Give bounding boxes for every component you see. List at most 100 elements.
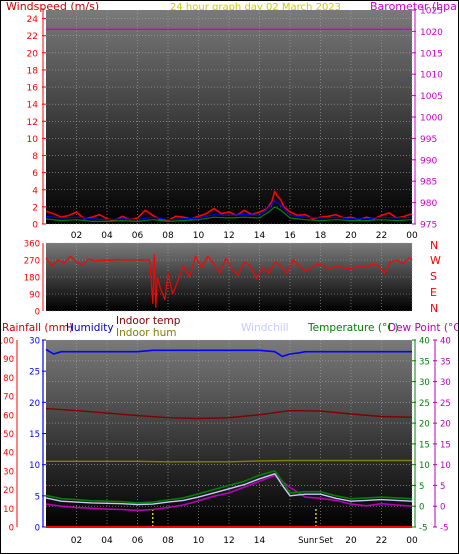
rainfall-tick-label: 70	[3, 393, 14, 403]
temperature-hour-label: 22	[376, 536, 387, 546]
barometer-axis-ticks: 1025 1020 1015 1010 1005 1000 995 990 985 980 975	[412, 7, 443, 231]
wind-hour-ticks: 02 04 06 08 10 12 14 16 18 20 22 00	[71, 231, 418, 241]
humidity-tick-label: 20	[29, 399, 40, 409]
wind-axis-title: Windspeed (m/s)	[6, 0, 99, 13]
rainfall-tick-label: 50	[3, 430, 14, 440]
wind-hour-label: 04	[101, 231, 113, 241]
barometer-tick-label: 975	[420, 221, 437, 231]
dewpoint-tick-label: 20	[440, 420, 451, 430]
wind-tick-label: 14	[27, 101, 39, 111]
wind-tick-label: 10	[27, 135, 39, 145]
humidity-tick-label: 30	[29, 337, 40, 347]
temperature-hour-label: 10	[193, 536, 205, 546]
humidity-line	[45, 348, 412, 358]
rainfall-tick-label: 30	[3, 467, 14, 477]
dewpoint-tick-label: -5	[440, 524, 448, 534]
direction-degree-ticks: 360 270 180 90 0	[24, 240, 44, 318]
wind-hour-label: 22	[376, 231, 387, 241]
temperature-hour-label: 00	[406, 536, 418, 546]
wind-hour-label: 12	[223, 231, 234, 241]
temperature-hour-label: 08	[162, 536, 174, 546]
temperature-tick-label: 0	[419, 503, 424, 513]
barometer-tick-label: 1005	[420, 92, 443, 102]
rainfall-tick-label: 90	[3, 355, 14, 365]
wind-hour-label: 00	[406, 231, 418, 241]
wind-hour-label: 02	[71, 231, 82, 241]
gust-line	[45, 206, 413, 222]
direction-tick-label: 270	[24, 257, 40, 267]
rainfall-tick-label: 0	[9, 524, 14, 534]
temperature-legend: Temperature (°C)	[307, 322, 399, 334]
barometer-axis-title: Barometer (hpa)	[370, 0, 459, 13]
dewpoint-axis-ticks: 40 35 30 25 20 15 10 5 0 -5	[433, 337, 451, 534]
compass-label: N	[430, 239, 438, 252]
humidity-tick-label: 0	[35, 524, 40, 534]
temperature-hour-label: 06	[132, 536, 144, 546]
barometer-tick-label: 1015	[420, 49, 443, 59]
barometer-tick-label: 1000	[420, 114, 443, 124]
wind-tick-label: 18	[27, 66, 39, 76]
compass-label: N	[430, 302, 438, 315]
barometer-tick-label: 985	[420, 178, 437, 188]
humidity-tick-label: 15	[29, 430, 40, 440]
temperature-tick-label: 15	[419, 440, 430, 450]
rainfall-tick-label: 100	[0, 337, 14, 347]
temperature-tick-label: 10	[419, 461, 430, 471]
indoor-temp-legend: Indoor temp	[116, 315, 181, 327]
temperature-tick-label: 20	[419, 420, 430, 430]
wind-tick-label: 24	[27, 15, 39, 25]
dewpoint-tick-label: 30	[440, 378, 451, 388]
temperature-grid	[46, 339, 413, 528]
humidity-legend: Humidity	[66, 322, 114, 334]
barometer-tick-label: 995	[420, 135, 437, 145]
rainfall-legend: Rainfall (mm)	[2, 322, 73, 334]
direction-tick-label: 90	[29, 291, 40, 301]
dewpoint-legend: Dew Point (°C)	[388, 322, 459, 334]
wind-tick-label: 22	[27, 32, 38, 42]
windchill-legend: Windchill	[241, 322, 289, 334]
dewpoint-tick-label: 35	[440, 357, 451, 367]
direction-series	[45, 253, 413, 308]
wind-tick-label: 20	[27, 49, 39, 59]
dewpoint-tick-label: 0	[440, 503, 445, 513]
wind-hour-label: 14	[254, 231, 266, 241]
sunrise-label: Sunr	[298, 536, 318, 546]
humidity-tick-label: 10	[29, 461, 40, 471]
temperature-hour-ticks: 02 04 06 08 10 12 14 20 22 00 Sunr Set	[71, 536, 418, 546]
direction-tick-label: 360	[24, 240, 40, 250]
temperature-line	[45, 470, 413, 504]
direction-tick-label: 0	[35, 308, 40, 318]
rainfall-tick-label: 60	[3, 411, 14, 421]
temperature-tick-label: 35	[419, 357, 430, 367]
temperature-hour-label: 04	[101, 536, 113, 546]
dewpoint-line	[45, 474, 413, 512]
barometer-tick-label: 1020	[420, 28, 443, 38]
wind-tick-label: 6	[32, 169, 38, 179]
wind-tick-label: 8	[32, 152, 38, 162]
average-wind-line	[45, 200, 413, 221]
wind-tick-label: 4	[32, 186, 38, 196]
temperature-tick-label: 25	[419, 399, 430, 409]
dewpoint-tick-label: 10	[440, 461, 451, 471]
wind-tick-label: 16	[27, 84, 39, 94]
graph-title: 24 hour graph day 02 March 2023	[170, 2, 341, 13]
humidity-tick-label: 5	[35, 492, 40, 502]
direction-tick-label: 180	[24, 274, 40, 284]
wind-tick-label: 12	[27, 118, 38, 128]
wind-plot-area	[46, 10, 412, 224]
wind-hour-label: 18	[315, 231, 327, 241]
temperature-tick-label: 5	[419, 482, 424, 492]
temperature-axis-ticks: 40 35 30 25 20 15 10 5 0 -5	[412, 337, 430, 534]
rainfall-tick-label: 10	[3, 505, 14, 515]
direction-trace	[45, 253, 413, 308]
indoor-hum-line	[46, 459, 412, 463]
wind-series	[45, 28, 413, 222]
temperature-hour-label: 12	[223, 536, 234, 546]
temperature-tick-label: 40	[419, 337, 430, 347]
